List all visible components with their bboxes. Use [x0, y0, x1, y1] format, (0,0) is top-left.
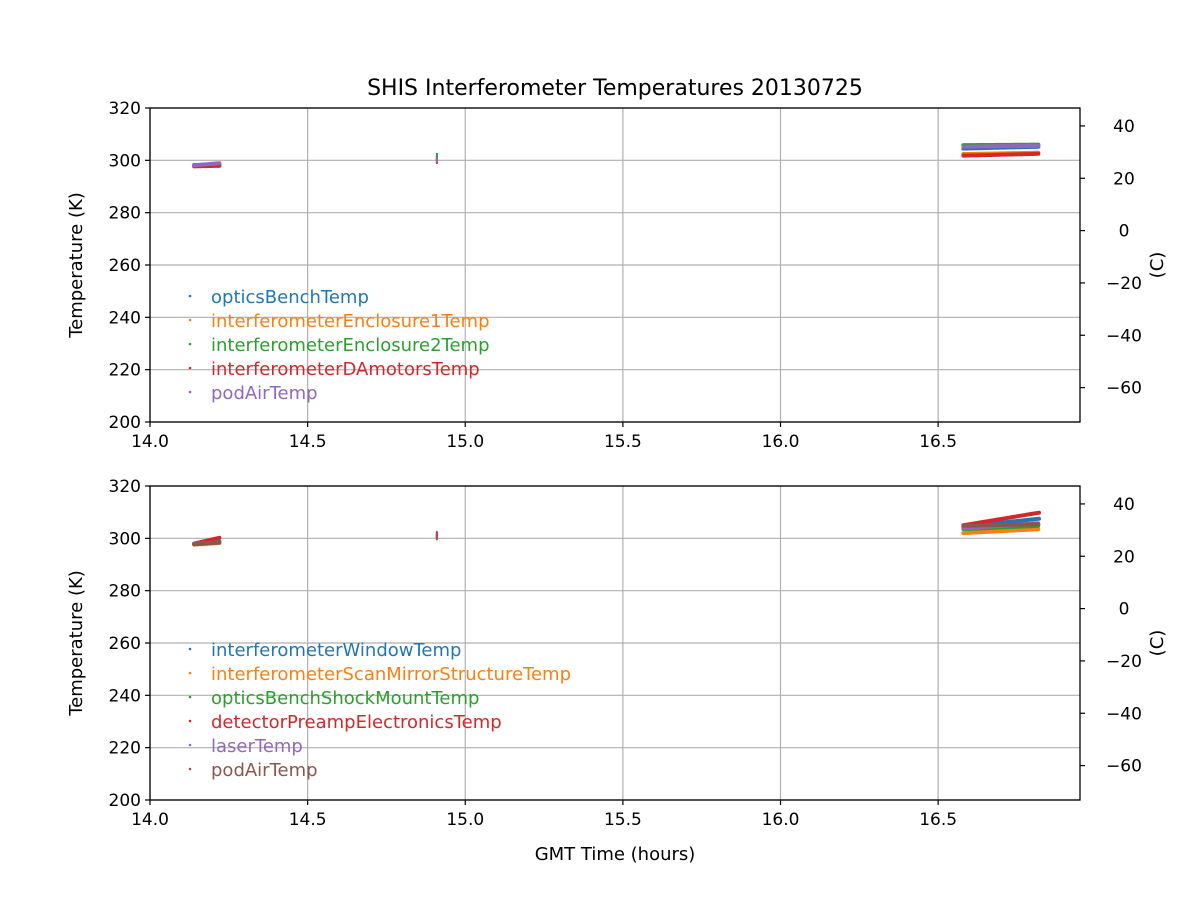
y-axis-label: Temperature (K) — [66, 192, 87, 339]
x-tick-label: 16.0 — [762, 810, 800, 830]
legend-marker — [188, 671, 192, 675]
legend-entry: opticsBenchTemp — [211, 287, 369, 308]
legend-marker — [188, 767, 192, 771]
x-tick-label: 16.0 — [762, 432, 800, 452]
x-tick-label: 14.5 — [289, 810, 327, 830]
y-tick-label: 220 — [109, 361, 141, 381]
data-mark-podAirTemp-3 — [961, 143, 1042, 149]
legend-entry: interferometerEnclosure1Temp — [211, 311, 490, 332]
legend-marker — [188, 695, 192, 699]
y-tick-label: 320 — [109, 99, 141, 119]
y-tick-label: 300 — [109, 529, 141, 549]
y-right-tick-label: −60 — [1106, 757, 1142, 777]
legend-entry: laserTemp — [211, 736, 303, 757]
y-right-tick-label: 0 — [1119, 222, 1130, 242]
y-tick-label: 240 — [109, 686, 141, 706]
legend-marker — [188, 647, 192, 651]
x-tick-label: 15.5 — [604, 810, 642, 830]
y-tick-label: 240 — [109, 308, 141, 328]
x-tick-label: 14.0 — [131, 432, 169, 452]
y-tick-label: 260 — [109, 256, 141, 276]
legend-entry: podAirTemp — [211, 383, 318, 404]
x-tick-label: 15.0 — [446, 810, 484, 830]
data-mark-podAirTemp-3 — [961, 522, 1042, 528]
y-right-axis-label: (C) — [1147, 630, 1168, 657]
y-right-tick-label: 40 — [1113, 495, 1135, 515]
y-right-tick-label: 20 — [1113, 169, 1135, 189]
legend-marker — [188, 390, 192, 394]
x-axis-label: GMT Time (hours) — [535, 844, 696, 865]
y-right-tick-label: 20 — [1113, 547, 1135, 567]
chart-panel-2: 14.0 14.5 15.0 15.5 16.0 16.52002202402602803… — [66, 477, 1168, 865]
y-right-axis-label: (C) — [1147, 252, 1168, 279]
x-tick-label: 15.0 — [446, 432, 484, 452]
plot-frame — [149, 485, 1081, 801]
y-tick-label: 280 — [109, 204, 141, 224]
data-mark-podAirTemp-1 — [192, 540, 222, 547]
legend-marker — [188, 294, 192, 298]
legend-marker — [188, 366, 192, 370]
y-right-tick-label: −60 — [1106, 379, 1142, 399]
y-tick-label: 260 — [109, 634, 141, 654]
x-tick-label: 14.0 — [131, 810, 169, 830]
y-axis-label: Temperature (K) — [66, 570, 87, 717]
legend-marker — [188, 719, 192, 723]
data-mark-detectorPreampElectronicsTemp-3 — [961, 510, 1042, 528]
legend-entry: opticsBenchShockMountTemp — [211, 688, 479, 709]
y-right-tick-label: 0 — [1119, 600, 1130, 620]
data-mark-interferometerDAmotorsTemp-3 — [961, 151, 1042, 158]
y-right-tick-label: −40 — [1106, 326, 1142, 346]
plot-frame — [149, 107, 1081, 423]
x-tick-label: 15.5 — [604, 432, 642, 452]
chart-title: SHIS Interferometer Temperatures 2013072… — [367, 76, 863, 101]
y-tick-label: 280 — [109, 582, 141, 602]
data-mark-interferometerScanMirrorStructureTemp-3 — [961, 527, 1042, 536]
data-mark-podAirTemp-1 — [192, 161, 222, 168]
x-tick-label: 14.5 — [289, 432, 327, 452]
legend-marker — [188, 342, 192, 346]
legend-entry: interferometerEnclosure2Temp — [211, 335, 490, 356]
y-right-tick-label: −40 — [1106, 704, 1142, 724]
legend-entry: interferometerDAmotorsTemp — [211, 359, 480, 380]
legend-entry: podAirTemp — [211, 760, 318, 781]
chart-panel-1: 14.0 14.5 15.0 15.5 16.0 16.52002202402602803… — [66, 76, 1168, 452]
y-right-tick-label: 40 — [1113, 117, 1135, 137]
legend-marker — [188, 318, 192, 322]
y-right-tick-label: −20 — [1106, 652, 1142, 672]
y-right-tick-label: −20 — [1106, 274, 1142, 294]
legend-entry: interferometerScanMirrorStructureTemp — [211, 664, 571, 685]
y-tick-label: 200 — [109, 413, 141, 433]
y-tick-label: 200 — [109, 791, 141, 811]
legend-marker — [188, 743, 192, 747]
y-tick-label: 320 — [109, 477, 141, 497]
x-tick-label: 16.5 — [919, 810, 957, 830]
x-tick-label: 16.5 — [919, 432, 957, 452]
legend-entry: interferometerWindowTemp — [211, 640, 461, 661]
y-tick-label: 300 — [109, 151, 141, 171]
y-tick-label: 220 — [109, 739, 141, 759]
legend-entry: detectorPreampElectronicsTemp — [211, 712, 502, 733]
